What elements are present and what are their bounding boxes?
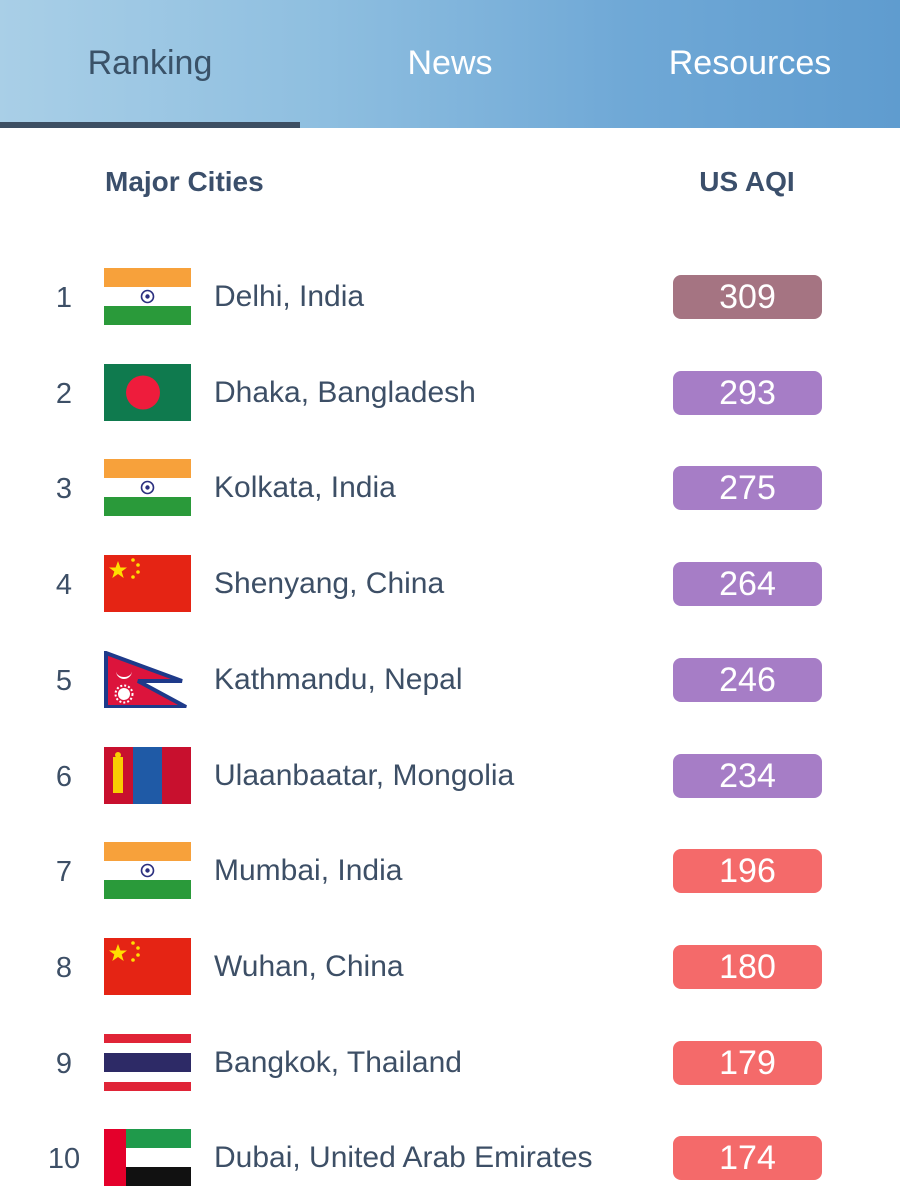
tab-ranking-label: Ranking [87, 43, 213, 82]
aqi-badge: 179 [673, 1040, 822, 1085]
list-item[interactable]: 10 Dubai, United Arab Emirates 174 [0, 1111, 900, 1195]
city-name: Dhaka, Bangladesh [214, 375, 476, 409]
bangladesh-flag-icon [104, 363, 191, 421]
list-item[interactable]: 6 Ulaanbaatar, Mongolia 234 [0, 729, 900, 825]
tab-resources[interactable]: Resources [600, 0, 900, 128]
city-name: Ulaanbaatar, Mongolia [214, 758, 515, 792]
thailand-flag-icon [104, 1033, 191, 1091]
china-flag-icon [104, 937, 191, 995]
list-item[interactable]: 5 Kathmandu, Nepal 246 [0, 633, 900, 729]
city-name: Wuhan, China [214, 949, 404, 983]
rank-number: 1 [55, 282, 73, 314]
us-aqi-header: US AQI [699, 166, 795, 197]
rank-number: 9 [55, 1047, 73, 1080]
list-item[interactable]: 2 Dhaka, Bangladesh 293 [0, 346, 900, 442]
tab-news[interactable]: News [300, 0, 600, 128]
list-item[interactable]: 9 Bangkok, Thailand 179 [0, 1016, 900, 1112]
us-aqi-header-wrap: US AQI [0, 166, 900, 198]
rank-number: 3 [55, 473, 73, 506]
city-name: Delhi, India [214, 280, 365, 313]
city-name: Mumbai, India [214, 854, 403, 888]
list-item[interactable]: 4 Shenyang, China 264 [0, 537, 900, 633]
aqi-badge: 174 [673, 1136, 822, 1181]
aqi-badge: 196 [673, 849, 822, 894]
india-flag-icon [104, 459, 191, 517]
list-item[interactable]: 1 Delhi, India 309 [0, 250, 900, 346]
india-flag-icon [104, 842, 191, 900]
rank-number: 8 [55, 951, 73, 984]
city-name: Bangkok, Thailand [214, 1045, 462, 1079]
list-item[interactable]: 8 Wuhan, China 180 [0, 920, 900, 1016]
rank-number: 2 [55, 377, 73, 410]
china-flag-icon [104, 555, 191, 613]
city-name: Kolkata, India [214, 471, 396, 505]
aqi-badge: 309 [673, 275, 822, 319]
mongolia-flag-icon [104, 746, 191, 804]
aqi-badge: 275 [673, 466, 822, 511]
rank-number: 7 [55, 856, 73, 889]
city-name: Kathmandu, Nepal [214, 662, 463, 696]
aqi-badge: 293 [673, 370, 822, 415]
tab-ranking[interactable]: Ranking [0, 0, 300, 128]
rank-number: 6 [55, 760, 73, 793]
aqi-badge: 180 [673, 944, 822, 989]
aqi-badge: 234 [673, 753, 822, 798]
aqi-badge: 246 [673, 657, 822, 702]
rank-number: 4 [55, 569, 73, 602]
rank-number: 10 [47, 1143, 81, 1176]
city-name: Dubai, United Arab Emirates [214, 1141, 593, 1175]
uae-flag-icon [104, 1129, 191, 1187]
list-item[interactable]: 3 Kolkata, India 275 [0, 441, 900, 537]
city-name: Shenyang, China [214, 567, 445, 601]
rank-number: 5 [55, 664, 73, 697]
major-cities-header: Major Cities [105, 166, 264, 197]
india-flag-icon [104, 268, 191, 325]
list-item[interactable]: 7 Mumbai, India 196 [0, 824, 900, 920]
nepal-flag-icon [104, 650, 191, 708]
tab-resources-label: Resources [668, 43, 832, 82]
tab-news-label: News [407, 43, 493, 82]
tab-bar: Ranking News Resources [0, 0, 900, 128]
aqi-badge: 264 [673, 562, 822, 607]
